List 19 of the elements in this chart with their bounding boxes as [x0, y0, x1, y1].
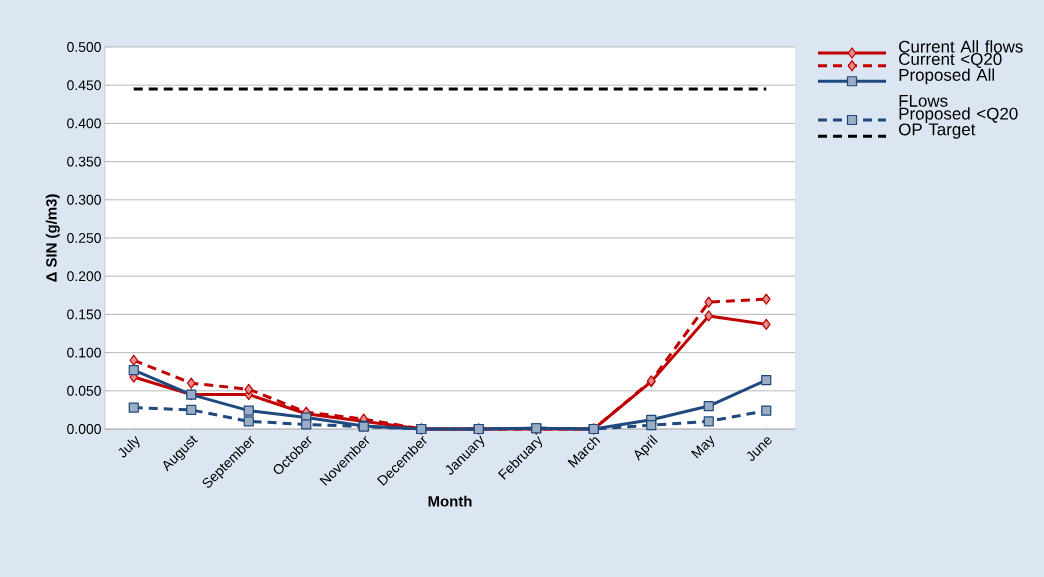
y-tick-label: 0.350 — [67, 156, 101, 167]
legend-label: Current <Q20 — [899, 53, 1002, 69]
y-tick-label: 0.250 — [67, 233, 101, 243]
y-tick-label: 0.200 — [67, 271, 101, 282]
y-tick-label: 0.150 — [67, 309, 101, 320]
y-tick-label: 0.500 — [67, 42, 101, 52]
y-tick-label: 0.400 — [67, 118, 101, 129]
x-tick-label: July — [118, 435, 140, 458]
legend-label: Current All flows — [899, 40, 1023, 53]
legend-label: Proposed All FLows — [899, 68, 995, 107]
y-tick-label: 0.000 — [67, 424, 101, 434]
legend-label: OP Target — [899, 123, 976, 139]
y-tick-label: 0.050 — [67, 385, 101, 396]
y-axis-title: Δ SIN (g/m3) — [45, 194, 60, 282]
y-tick-label: 0.300 — [67, 194, 101, 205]
y-tick-label: 0.450 — [67, 80, 101, 91]
x-axis-title: Month — [428, 495, 472, 507]
y-tick-label: 0.100 — [67, 347, 101, 358]
legend-label: Proposed <Q20 — [899, 107, 1018, 123]
